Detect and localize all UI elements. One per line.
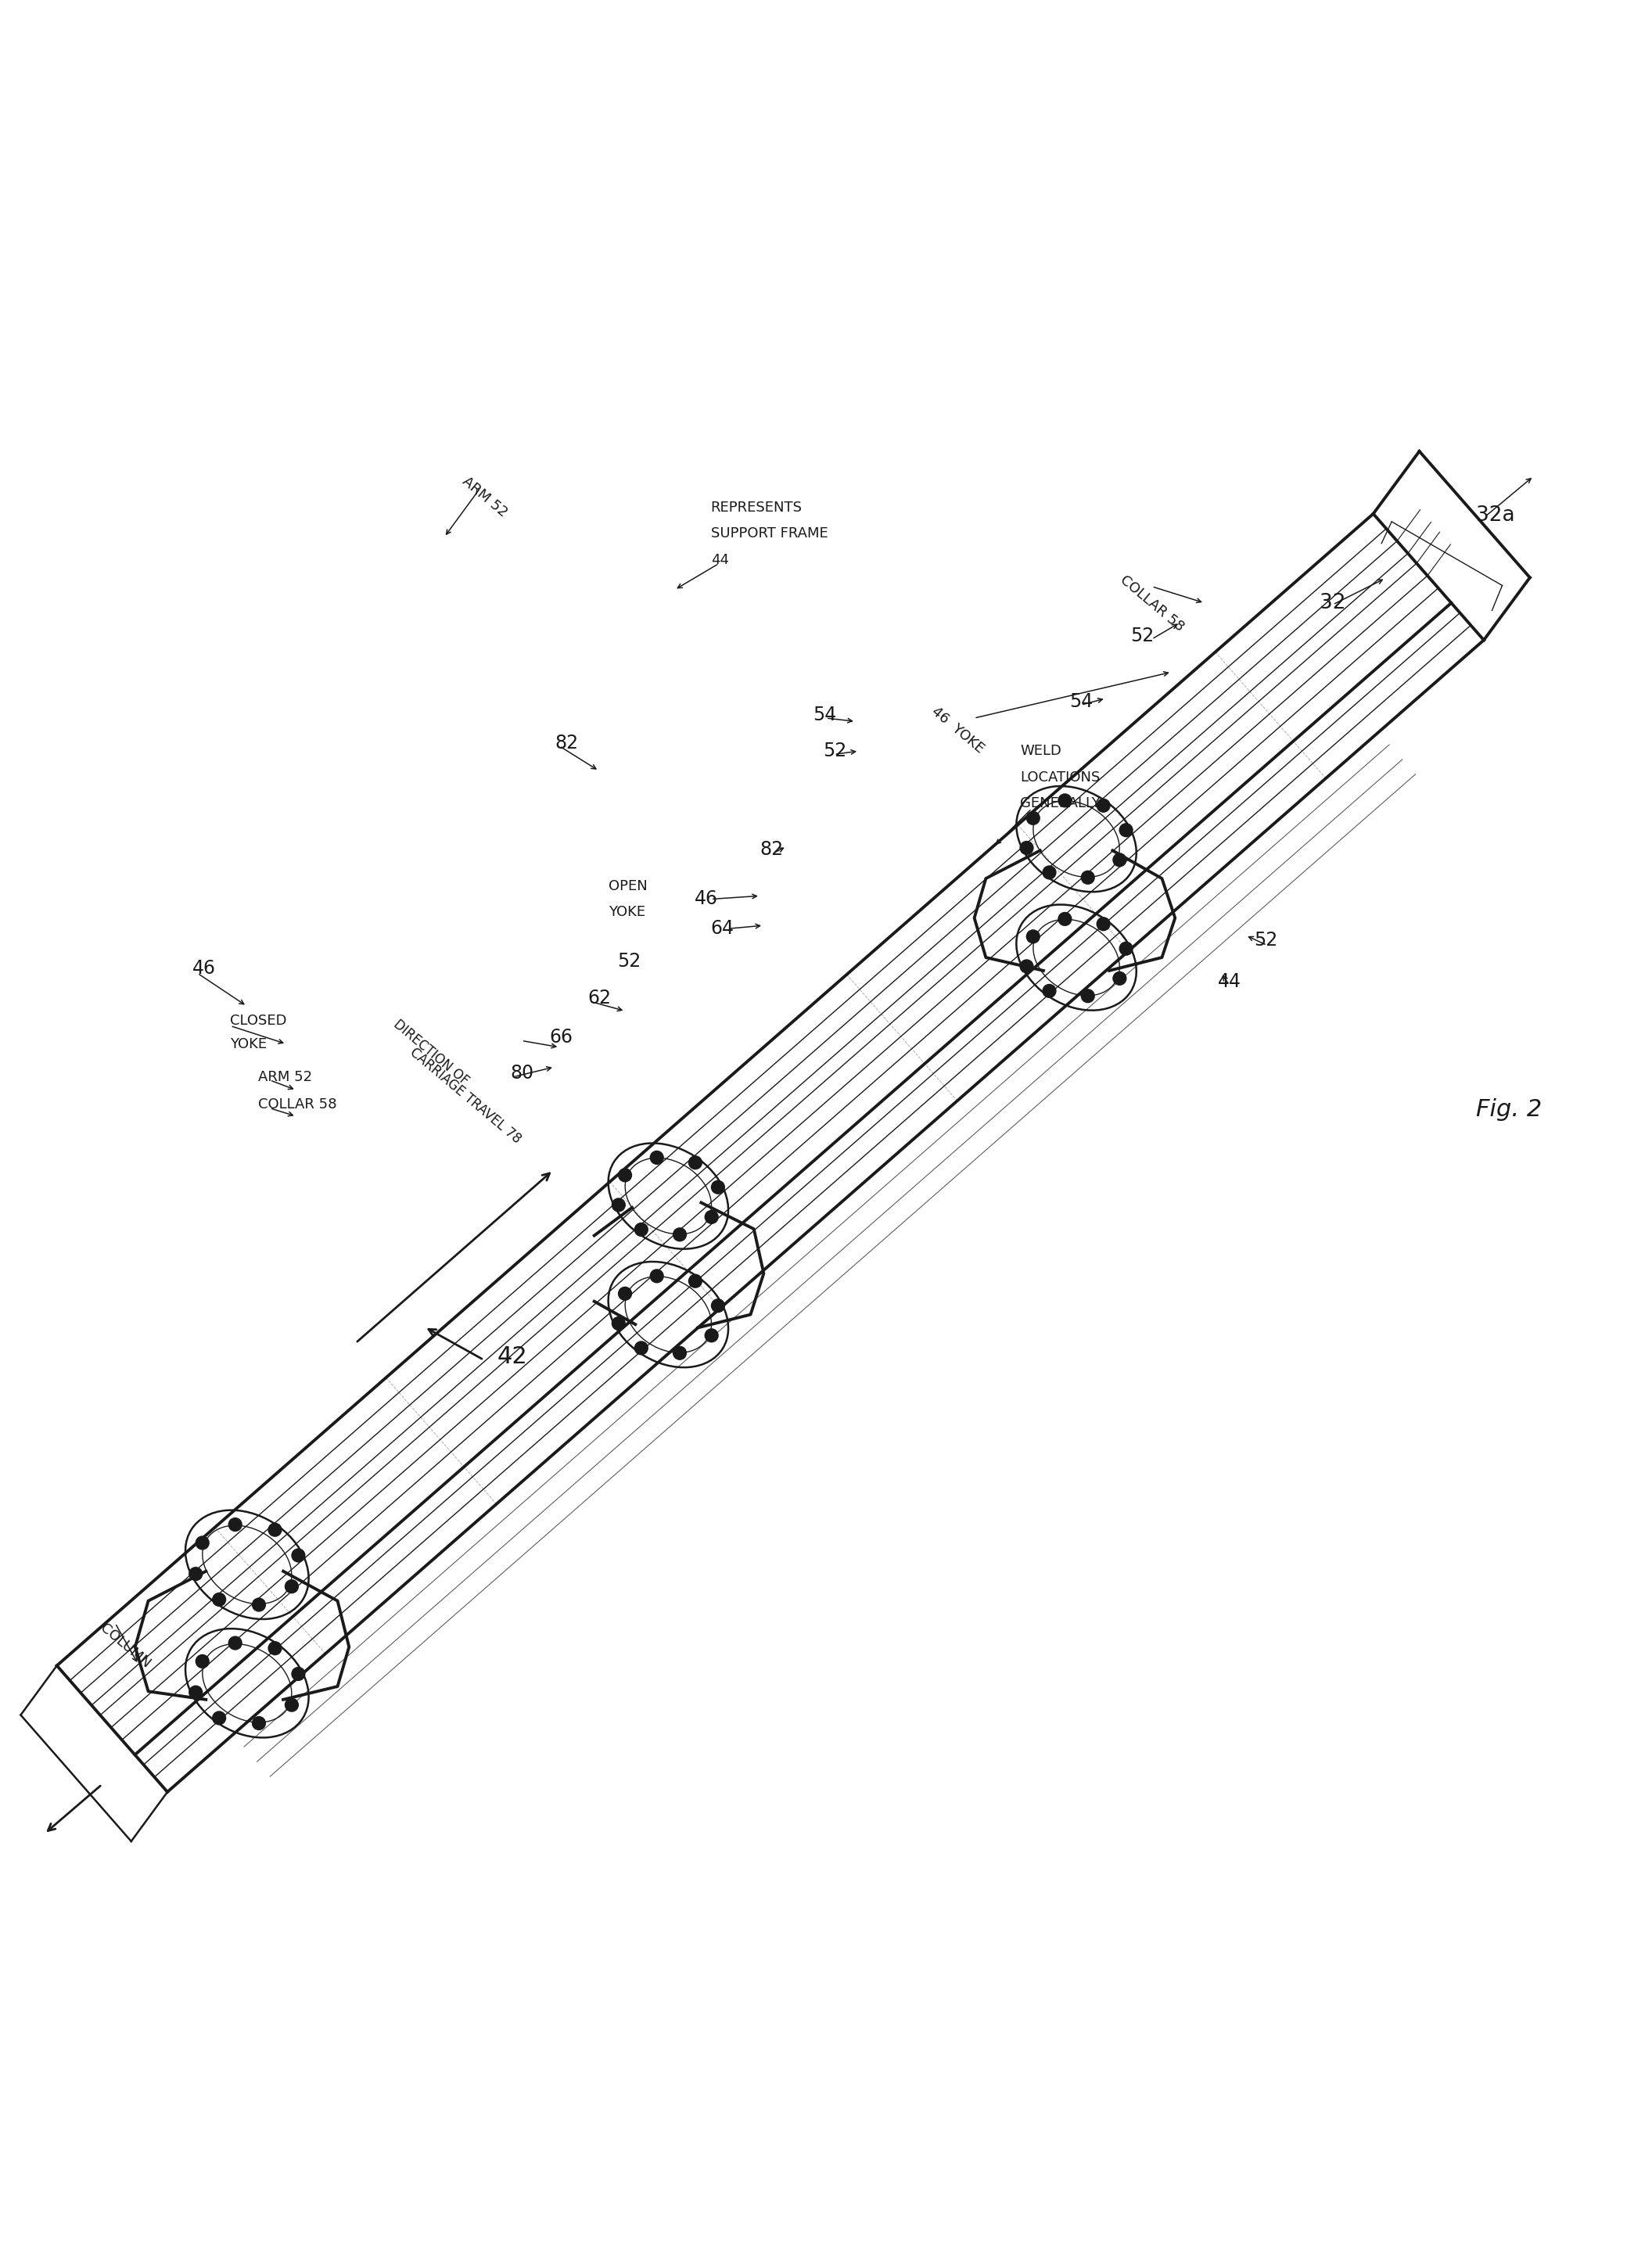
Circle shape (268, 1642, 281, 1656)
Text: 82: 82 (555, 734, 578, 752)
Circle shape (292, 1667, 306, 1681)
Circle shape (705, 1211, 719, 1224)
Circle shape (611, 1197, 624, 1211)
Text: WELD: WELD (1021, 743, 1062, 759)
Circle shape (1120, 825, 1133, 836)
Text: COLLAR 58: COLLAR 58 (1118, 574, 1186, 635)
Circle shape (188, 1685, 202, 1699)
Text: COLLAR 58: COLLAR 58 (258, 1098, 337, 1111)
Circle shape (197, 1536, 208, 1550)
Text: COLUMN: COLUMN (97, 1622, 154, 1672)
Circle shape (672, 1229, 686, 1240)
Text: YOKE: YOKE (610, 906, 646, 919)
Circle shape (1026, 931, 1039, 942)
Circle shape (292, 1550, 306, 1561)
Circle shape (1097, 800, 1110, 811)
Circle shape (1120, 942, 1133, 956)
Circle shape (197, 1656, 208, 1667)
Text: 44: 44 (1218, 971, 1241, 992)
Circle shape (1082, 989, 1094, 1003)
Text: CARRIAGE TRAVEL 78: CARRIAGE TRAVEL 78 (406, 1046, 524, 1145)
Text: DIRECTION OF: DIRECTION OF (390, 1017, 471, 1089)
Text: ARM 52: ARM 52 (258, 1071, 312, 1084)
Circle shape (286, 1579, 299, 1593)
Circle shape (188, 1568, 202, 1581)
Text: GENERALLY: GENERALLY (1021, 797, 1100, 811)
Text: 80: 80 (510, 1064, 534, 1082)
Text: CLOSED: CLOSED (230, 1014, 287, 1028)
Text: 54: 54 (813, 705, 836, 725)
Circle shape (672, 1346, 686, 1360)
Circle shape (651, 1152, 664, 1163)
Text: 52: 52 (1130, 626, 1155, 646)
Text: SUPPORT FRAME: SUPPORT FRAME (710, 526, 828, 540)
Circle shape (618, 1288, 631, 1301)
Text: 46: 46 (193, 958, 216, 978)
Circle shape (253, 1717, 266, 1730)
Circle shape (689, 1274, 702, 1288)
Text: REPRESENTS: REPRESENTS (710, 501, 803, 515)
Text: 52: 52 (618, 953, 641, 971)
Circle shape (1026, 811, 1039, 825)
Text: 54: 54 (1069, 691, 1094, 712)
Circle shape (213, 1593, 226, 1606)
Circle shape (1113, 854, 1127, 867)
Circle shape (1082, 872, 1094, 883)
Circle shape (634, 1222, 648, 1236)
Circle shape (651, 1270, 664, 1283)
Circle shape (712, 1181, 725, 1193)
Text: 52: 52 (1254, 931, 1277, 949)
Circle shape (712, 1299, 725, 1312)
Circle shape (253, 1597, 266, 1611)
Circle shape (228, 1636, 241, 1649)
Circle shape (268, 1523, 281, 1536)
Text: 82: 82 (760, 840, 783, 858)
Circle shape (213, 1712, 226, 1724)
Circle shape (1042, 865, 1056, 879)
Text: YOKE: YOKE (230, 1037, 268, 1050)
Text: OPEN: OPEN (610, 879, 648, 892)
Circle shape (705, 1328, 719, 1342)
Circle shape (1042, 985, 1056, 998)
Circle shape (1019, 840, 1032, 854)
Circle shape (228, 1518, 241, 1532)
Text: 42: 42 (497, 1346, 527, 1369)
Circle shape (1059, 913, 1072, 926)
Circle shape (611, 1317, 624, 1331)
Text: Fig. 2: Fig. 2 (1475, 1098, 1541, 1120)
Text: 44: 44 (710, 553, 729, 567)
Text: 62: 62 (588, 989, 611, 1008)
Circle shape (1019, 960, 1032, 974)
Circle shape (1097, 917, 1110, 931)
Text: LOCATIONS: LOCATIONS (1021, 770, 1100, 784)
Text: 46  YOKE: 46 YOKE (928, 705, 986, 757)
Text: 64: 64 (710, 919, 733, 937)
Text: 66: 66 (550, 1028, 573, 1046)
Circle shape (618, 1168, 631, 1181)
Text: 46: 46 (694, 890, 719, 908)
Circle shape (1059, 793, 1072, 806)
Text: 52: 52 (823, 741, 846, 761)
Circle shape (286, 1699, 299, 1712)
Circle shape (634, 1342, 648, 1355)
Circle shape (1113, 971, 1127, 985)
Text: ARM 52: ARM 52 (459, 474, 510, 520)
Text: 32a: 32a (1475, 506, 1515, 526)
Circle shape (689, 1157, 702, 1170)
Text: 32: 32 (1320, 592, 1346, 612)
